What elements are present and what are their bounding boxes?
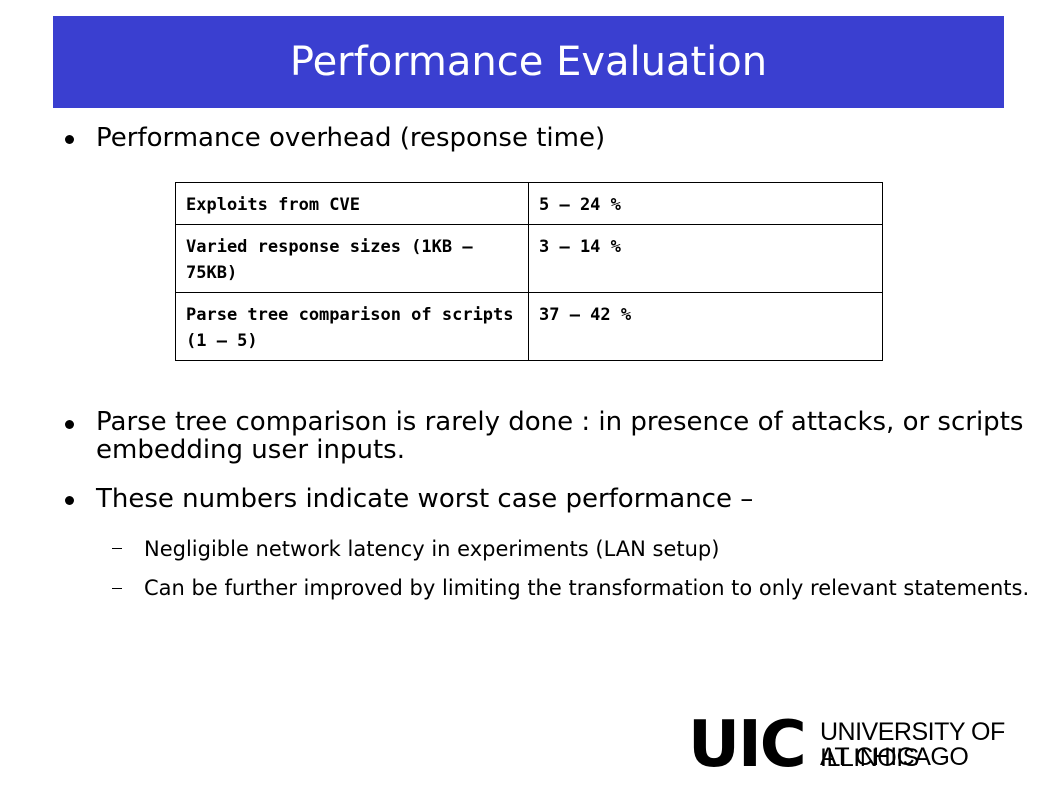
slide-title: Performance Evaluation [289, 39, 768, 85]
bullet-text: Performance overhead (response time) [96, 123, 606, 153]
bullet-text: Parse tree comparison is rarely done : i… [96, 407, 1024, 465]
bullet-item: These numbers indicate worst case perfor… [65, 484, 1026, 514]
bullet-dot-icon [65, 135, 74, 144]
title-bar: Performance Evaluation [53, 16, 1004, 108]
table-cell-label: Parse tree comparison of scripts (1 – 5) [175, 292, 529, 361]
table-row: Varied response sizes (1KB – 75KB) 3 – 1… [175, 224, 883, 293]
table-cell-label: Varied response sizes (1KB – 75KB) [175, 224, 529, 293]
bullet-dot-icon [65, 496, 74, 505]
dash-icon [112, 588, 122, 589]
table-cell-value: 3 – 14 % [528, 224, 883, 293]
sub-bullet-item: Negligible network latency in experiment… [112, 537, 1034, 561]
table-cell-value: 5 – 24 % [528, 182, 883, 225]
bullet-text: These numbers indicate worst case perfor… [96, 484, 754, 514]
table-row: Parse tree comparison of scripts (1 – 5)… [175, 292, 883, 361]
sub-bullet-item: Can be further improved by limiting the … [112, 576, 1034, 600]
dash-icon [112, 548, 122, 549]
logo-line-1: UNIVERSITY OF ILLINOIS [820, 718, 1005, 772]
sub-bullet-text: Negligible network latency in experiment… [144, 537, 720, 561]
logo-mark: UIC [688, 708, 807, 782]
performance-table: Exploits from CVE 5 – 24 % Varied respon… [175, 182, 883, 361]
table-cell-value: 37 – 42 % [528, 292, 883, 361]
table-row: Exploits from CVE 5 – 24 % [175, 182, 883, 225]
uic-logo: UIC UNIVERSITY OF ILLINOIS AT CHICAGO [688, 708, 1054, 782]
sub-bullet-text: Can be further improved by limiting the … [144, 576, 1030, 600]
bullet-item: Performance overhead (response time) [65, 123, 1026, 153]
bullet-dot-icon [65, 420, 74, 429]
logo-line-2: AT CHICAGO [820, 743, 969, 771]
table-cell-label: Exploits from CVE [175, 182, 529, 225]
bullet-item: Parse tree comparison is rarely done : i… [65, 407, 1026, 465]
